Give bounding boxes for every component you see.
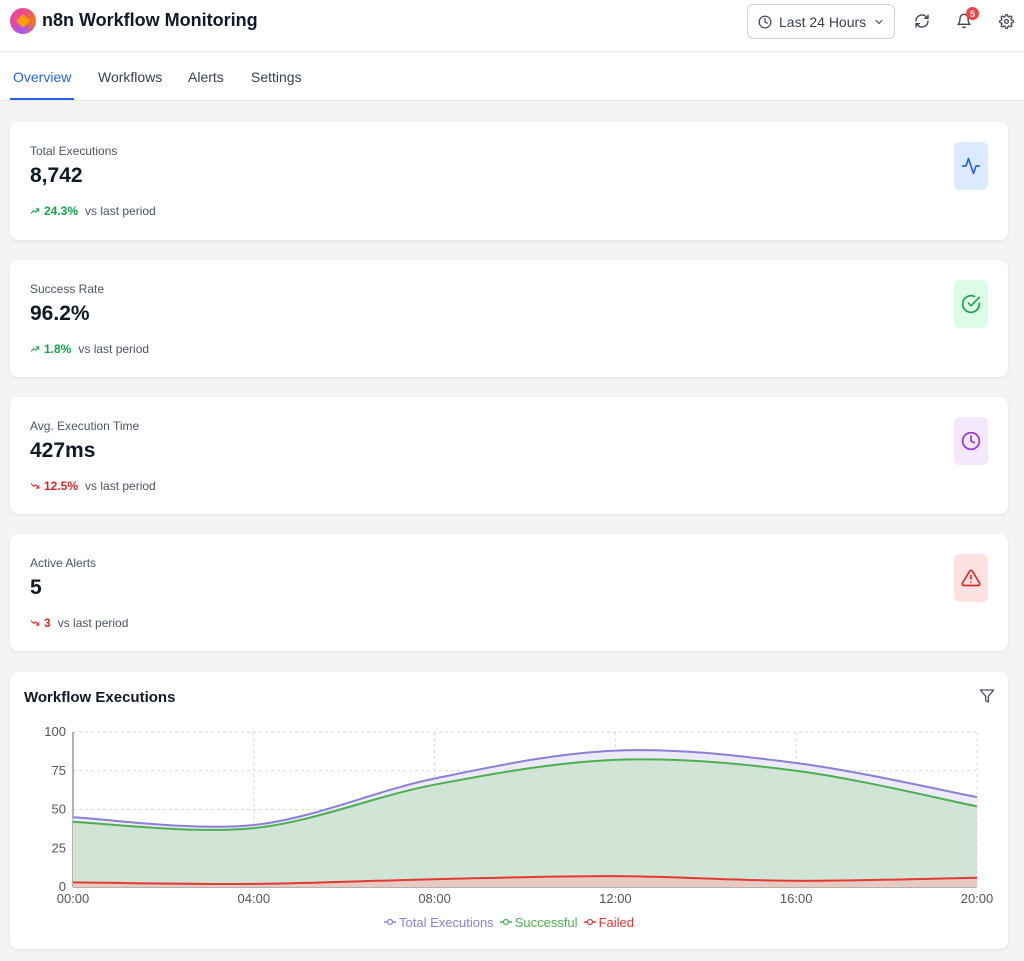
trend-suffix: vs last period: [85, 479, 156, 493]
y-tick-label: 75: [52, 763, 66, 778]
stat-label: Active Alerts: [30, 556, 97, 570]
trend-up-icon: [30, 208, 40, 214]
chart-title: Workflow Executions: [24, 689, 176, 706]
filter-button[interactable]: [979, 688, 997, 706]
x-tick-label: 16:00: [780, 891, 813, 906]
trend-value: 3: [44, 616, 51, 630]
series-area-failed: [73, 876, 977, 887]
stat-trend: 12.5% vs last period: [30, 479, 156, 493]
stat-value: 427ms: [30, 439, 96, 462]
y-tick-label: 0: [59, 879, 66, 894]
stat-card-total-executions: Total Executions 8,742 24.3% vs last per…: [10, 122, 1008, 240]
stat-card-success-rate: Success Rate 96.2% 1.8% vs last period: [10, 260, 1008, 377]
executions-area-chart: 0 25 50 75 100 00:00 04:00 08:00 12:00 16:00 20:00: [44, 724, 994, 906]
stat-label: Success Rate: [30, 282, 105, 296]
gear-icon: [998, 13, 1014, 29]
legend-item[interactable]: Successful: [499, 914, 578, 930]
legend-label: Successful: [514, 914, 578, 930]
app-title: n8n Workflow Monitoring: [42, 10, 258, 30]
stat-value: 5: [30, 576, 42, 599]
stat-icon-box: [954, 554, 988, 602]
stat-icon-box: [954, 417, 988, 465]
refresh-icon: [915, 14, 929, 28]
bell-icon: [957, 13, 971, 29]
x-tick-label: 08:00: [418, 891, 451, 906]
stat-icon-box: [954, 142, 988, 190]
series-area-successful: [73, 759, 977, 887]
stat-value: 96.2%: [30, 302, 90, 325]
stat-value: 8,742: [30, 164, 83, 187]
time-range-label: Last 24 Hours: [779, 13, 867, 30]
x-tick-label: 20:00: [961, 891, 994, 906]
y-tick-label: 50: [52, 802, 66, 817]
alert-triangle-icon: [961, 569, 981, 587]
chevron-down-icon: [875, 19, 883, 24]
legend-line-icon: [583, 918, 596, 926]
tab-bar: Overview Workflows Alerts Settings: [0, 53, 1024, 101]
stat-label: Total Executions: [30, 144, 118, 158]
filter-icon: [979, 689, 995, 703]
x-tick-label: 12:00: [599, 891, 632, 906]
app-logo: [10, 8, 36, 34]
legend-item[interactable]: Failed: [583, 914, 634, 930]
trend-value: 12.5%: [44, 479, 79, 493]
series-line-total-executions: [72, 749, 978, 828]
x-tick-label: 00:00: [57, 891, 90, 906]
legend-line-icon: [384, 918, 397, 926]
legend-label: Failed: [598, 914, 634, 930]
y-tick-label: 25: [52, 840, 66, 855]
activity-icon: [961, 157, 981, 175]
tab-workflows[interactable]: Workflows: [98, 69, 163, 85]
trend-down-icon: [30, 483, 40, 489]
x-tick-label: 04:00: [238, 891, 271, 906]
stat-card-active-alerts: Active Alerts 5 3 vs last period: [10, 534, 1008, 651]
stat-trend: 24.3% vs last period: [30, 204, 156, 218]
clock-icon: [961, 431, 981, 451]
notification-badge: 5: [966, 7, 979, 20]
trend-suffix: vs last period: [78, 342, 150, 356]
trend-suffix: vs last period: [85, 204, 156, 218]
stat-trend: 3 vs last period: [30, 616, 128, 630]
stat-trend: 1.8% vs last period: [30, 342, 149, 356]
legend-line-icon: [499, 918, 512, 926]
chart-legend: Total Executions Successful Failed: [10, 914, 1008, 930]
tab-settings[interactable]: Settings: [251, 69, 302, 85]
series-line-failed: [72, 875, 978, 885]
trend-suffix: vs last period: [57, 616, 129, 630]
trend-value: 24.3%: [44, 204, 79, 218]
check-circle-icon: [961, 294, 981, 314]
legend-label: Total Executions: [399, 914, 494, 930]
trend-down-icon: [30, 620, 40, 626]
workflow-executions-card: Workflow Executions 0 25 50 75 100 00:00 04:00…: [10, 672, 1008, 949]
stat-label: Avg. Execution Time: [30, 419, 140, 433]
trend-up-icon: [30, 346, 40, 352]
clock-icon: [758, 15, 772, 28]
legend-item[interactable]: Total Executions: [384, 915, 494, 930]
series-line-successful: [72, 758, 978, 831]
tab-overview[interactable]: Overview: [13, 69, 72, 85]
app-header: n8n Workflow Monitoring Last 24 Hours 5: [0, 0, 1024, 52]
stat-card-avg-execution-time: Avg. Execution Time 427ms 12.5% vs last …: [10, 397, 1008, 514]
stat-icon-box: [954, 280, 988, 328]
y-tick-label: 100: [44, 724, 66, 739]
settings-button[interactable]: [995, 10, 1017, 32]
trend-value: 1.8%: [44, 342, 72, 356]
active-tab-indicator: [10, 98, 74, 100]
refresh-button[interactable]: [911, 10, 933, 32]
notifications-button[interactable]: [953, 10, 975, 32]
time-range-select[interactable]: Last 24 Hours: [747, 4, 895, 39]
tab-alerts[interactable]: Alerts: [188, 69, 224, 85]
